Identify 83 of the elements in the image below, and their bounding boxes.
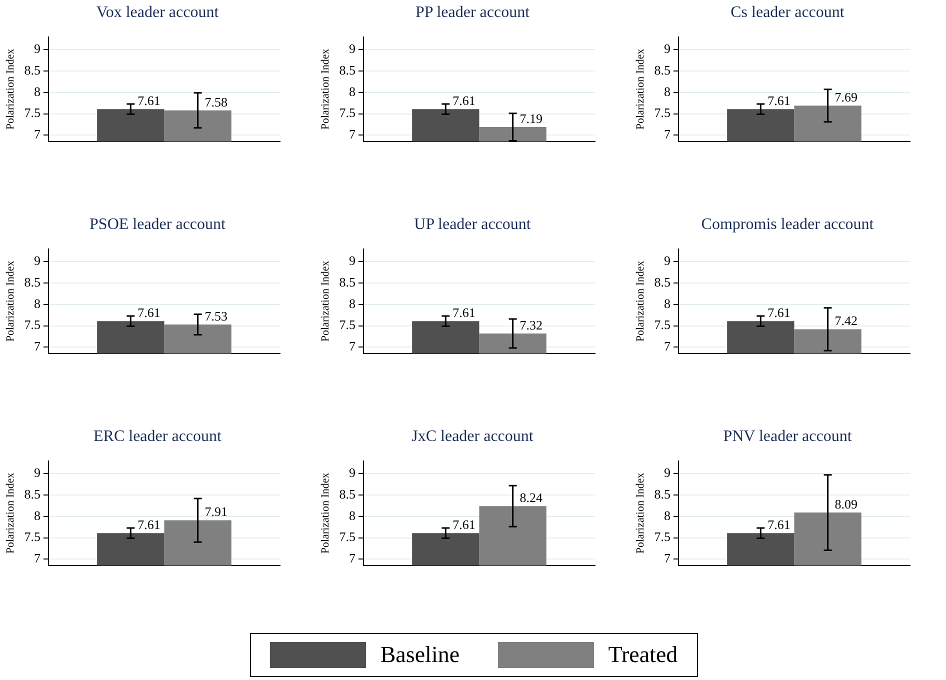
y-tick-label: 8 [664, 84, 670, 99]
data-label: 7.61 [452, 93, 476, 108]
data-label: 7.61 [138, 305, 160, 320]
y-tick-label: 8.5 [654, 62, 670, 78]
y-tick-label: 9 [34, 41, 40, 56]
y-axis-title: Polarization Index [319, 48, 332, 130]
y-tick-label: 9 [34, 253, 40, 268]
y-tick-label: 7.5 [24, 105, 40, 120]
y-tick-label: 8.5 [339, 274, 356, 290]
y-tick-label: 7 [348, 126, 356, 142]
chart-title: JxC leader account [410, 428, 534, 446]
data-label: 7.91 [204, 504, 228, 520]
y-tick-label: 8.5 [24, 274, 40, 290]
y-tick-label: 7 [348, 338, 356, 354]
y-axis-title: Polarization Index [4, 260, 16, 342]
y-axis-title: Polarization Index [634, 472, 646, 554]
y-tick-label: 8 [348, 84, 356, 99]
y-tick-label: 7.5 [654, 105, 670, 120]
chart-title: PP leader account [414, 4, 531, 22]
y-tick-label: 7.5 [339, 105, 356, 120]
data-label: 7.19 [520, 110, 543, 126]
y-axis-title: Polarization Index [634, 48, 646, 130]
y-tick-label: 7.5 [654, 317, 670, 332]
data-label: 7.61 [138, 93, 160, 108]
y-tick-label: 8.5 [24, 62, 40, 78]
data-label: 8.24 [520, 490, 544, 506]
chart-title: UP leader account [413, 216, 532, 234]
y-tick-label: 7 [664, 550, 671, 566]
y-tick-label: 7 [348, 550, 356, 566]
y-tick-label: 7 [664, 338, 671, 354]
data-label: 7.61 [452, 517, 476, 532]
legend-label: Treated [608, 642, 678, 668]
y-tick-label: 8 [34, 296, 40, 311]
y-tick-label: 8 [664, 508, 670, 523]
y-tick-label: 8.5 [654, 274, 670, 290]
y-axis-title: Polarization Index [634, 260, 646, 342]
y-tick-label: 8 [34, 508, 40, 523]
chart-title: PSOE leader account [88, 216, 226, 234]
data-label: 7.61 [768, 305, 790, 320]
data-label: 7.42 [834, 313, 858, 328]
data-label: 7.61 [138, 517, 160, 532]
chart-title: Compromis leader account [700, 216, 875, 234]
chart-title: PNV leader account [722, 428, 853, 446]
y-axis-title: Polarization Index [319, 260, 332, 342]
y-tick-label: 8.5 [339, 62, 356, 78]
y-tick-label: 7 [34, 338, 41, 354]
y-tick-label: 8.5 [24, 486, 40, 502]
y-tick-label: 8 [348, 296, 356, 311]
y-tick-label: 7 [34, 550, 41, 566]
y-axis-title: Polarization Index [4, 472, 16, 554]
y-tick-label: 9 [348, 465, 356, 480]
y-tick-label: 9 [664, 253, 670, 268]
data-label: 7.61 [768, 517, 790, 532]
y-tick-label: 8.5 [654, 486, 670, 502]
y-tick-label: 7.5 [24, 317, 40, 332]
y-tick-label: 8.5 [339, 486, 356, 502]
y-tick-label: 8 [34, 84, 40, 99]
data-label: 7.32 [520, 317, 543, 332]
y-tick-label: 9 [664, 41, 670, 56]
y-tick-label: 7.5 [339, 317, 356, 332]
data-label: 7.58 [204, 94, 228, 110]
y-tick-label: 9 [348, 253, 356, 268]
y-tick-label: 7 [34, 126, 41, 142]
y-tick-label: 7 [664, 126, 671, 142]
chart-title: ERC leader account [92, 428, 222, 446]
y-tick-label: 9 [664, 465, 670, 480]
y-tick-label: 7.5 [339, 529, 356, 544]
y-tick-label: 9 [34, 465, 40, 480]
y-tick-label: 8 [348, 508, 356, 523]
y-tick-label: 7.5 [654, 529, 670, 544]
data-label: 7.53 [204, 308, 228, 324]
y-axis-title: Polarization Index [4, 48, 16, 130]
chart-title: Cs leader account [730, 4, 846, 22]
chart-title: Vox leader account [95, 4, 220, 22]
y-tick-label: 7.5 [24, 529, 40, 544]
data-label: 8.09 [834, 496, 858, 512]
data-label: 7.61 [768, 93, 790, 108]
legend-label: Baseline [380, 642, 460, 668]
data-label: 7.61 [452, 305, 476, 320]
data-label: 7.69 [834, 90, 858, 105]
y-tick-label: 9 [348, 41, 356, 56]
y-axis-title: Polarization Index [319, 472, 332, 554]
y-tick-label: 8 [664, 296, 670, 311]
